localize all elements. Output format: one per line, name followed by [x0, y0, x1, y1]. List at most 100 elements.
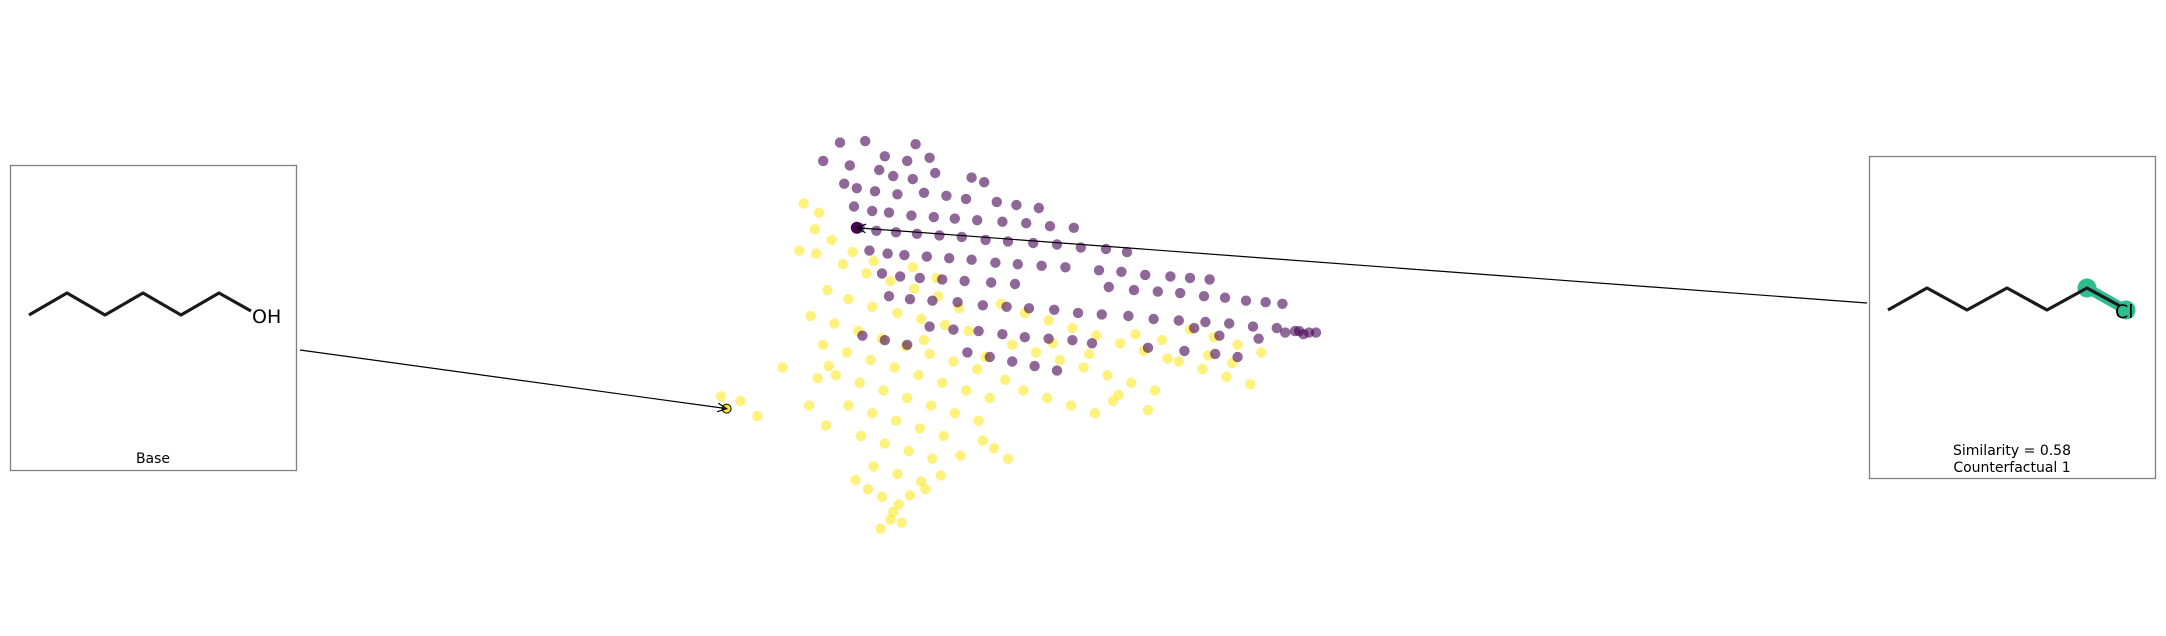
scatter-point-class-0: [1116, 266, 1127, 277]
embedding-scatter: [715, 135, 1322, 534]
scatter-point-class-0: [1173, 315, 1185, 326]
scatter-point-class-0: [839, 178, 850, 189]
base-panel: OH Base: [9, 164, 298, 472]
scatter-point-class-1: [988, 443, 1000, 454]
scatter-point-class-1: [1089, 408, 1101, 419]
scatter-point-class-1: [892, 468, 903, 480]
scatter-point-class-0: [927, 295, 938, 306]
scatter-point-class-0: [899, 249, 910, 261]
scatter-point-class-1: [811, 248, 822, 259]
scatter-point-class-0: [1009, 278, 1021, 290]
scatter-point-class-1: [1197, 363, 1208, 375]
scatter-point-class-0: [1023, 303, 1035, 314]
scatter-point-class-0: [857, 330, 868, 341]
scatter-point-class-0: [1033, 202, 1045, 214]
scatter-point-class-0: [879, 151, 890, 162]
scatter-point-class-0: [1051, 239, 1063, 250]
scatter-point-class-0: [1210, 348, 1221, 360]
scatter-point-class-1: [867, 408, 878, 419]
arrow-line-base: [299, 349, 727, 410]
scatter-point-class-0: [1067, 335, 1078, 346]
scatter-point-class-0: [902, 339, 913, 350]
scatter-point-class-1: [1162, 353, 1173, 364]
scatter-point-class-1: [1002, 453, 1014, 464]
scatter-point-class-0: [966, 172, 977, 183]
arrow-head-counterfactual: [855, 223, 867, 234]
scatter-point-class-1: [876, 491, 888, 502]
scatter-point-class-1: [868, 461, 879, 472]
scatter-point-class-1: [973, 415, 984, 426]
scatter-point-class-1: [913, 370, 924, 381]
scatter-point-class-1: [888, 506, 899, 518]
scatter-point-class-0: [1179, 345, 1190, 357]
scatter-point-class-1: [1130, 329, 1141, 340]
scatter-point-class-1: [804, 400, 815, 411]
scatter-point-class-0: [972, 215, 983, 226]
scatter-point-class-1: [777, 362, 788, 373]
scatter-point-class-0: [980, 234, 991, 246]
scatter-point-class-0: [1100, 243, 1112, 255]
scatter-point-class-1: [1042, 392, 1053, 404]
scatter-point-class-0: [977, 300, 988, 311]
scatter-point-class-1: [1018, 385, 1029, 396]
scatter-point-class-1: [843, 294, 854, 305]
scatter-point-class-1: [984, 392, 995, 404]
scatter-point-class-1: [1142, 405, 1154, 416]
scatter-point-class-0: [1121, 246, 1133, 258]
scatter-point-class-1: [885, 275, 896, 287]
scatter-point-class-0: [874, 164, 885, 176]
scatter-point-class-1: [715, 391, 727, 402]
scatter-point-class-1: [1030, 347, 1042, 358]
scatter-point-class-0: [930, 167, 941, 179]
scatter-point-class-1: [865, 354, 876, 366]
scatter-point-class-1: [878, 385, 889, 396]
scatter-point-class-0: [883, 291, 895, 302]
scatter-point-class-0: [990, 257, 1001, 268]
scatter-point-class-0: [959, 275, 970, 287]
scatter-point-class-1: [861, 268, 872, 279]
scatter-point-class-0: [1247, 321, 1259, 332]
scatter-point-class-0: [1140, 269, 1151, 281]
scatter-point-class-0: [1011, 199, 1022, 211]
scatter-point-class-1: [893, 499, 904, 510]
scatter-point-class-0: [1002, 236, 1014, 247]
scatter-point-class-0: [1123, 310, 1134, 322]
scatter-point-class-0: [1086, 338, 1098, 349]
scatter-point-class-1: [1221, 371, 1232, 382]
scatter-point-class-1: [1114, 338, 1126, 349]
scatter-point-class-0: [1184, 272, 1196, 284]
scatter-point-class-1: [1232, 339, 1243, 350]
scatter-point-class-1: [855, 430, 867, 442]
scatter-point-class-1: [960, 385, 972, 396]
scatter-point-class-0: [1175, 287, 1186, 299]
scatter-point-class-0: [888, 170, 899, 182]
scatter-point-class-0: [1043, 333, 1054, 344]
scatter-point-class-1: [826, 234, 837, 246]
counterfactual-name-caption: Counterfactual 1: [1953, 460, 2070, 476]
scatter-point-class-1: [812, 373, 823, 384]
scatter-point-class-0: [871, 225, 882, 236]
scatter-point-class-0: [924, 321, 935, 332]
scatter-point-class-0: [869, 186, 881, 197]
scatter-point-class-1: [798, 198, 809, 209]
scatter-point-class-1: [892, 307, 903, 319]
scatter-point-class-0: [966, 254, 977, 265]
scatter-point-class-0: [1051, 365, 1063, 376]
scatter-point-class-0: [1189, 322, 1200, 334]
scatter-point-class-1: [830, 370, 841, 381]
scatter-point-class-0: [1224, 318, 1235, 329]
base-caption: Base: [136, 451, 170, 467]
scatter-point-class-1: [1156, 335, 1168, 346]
scatter-point-class-0: [848, 201, 860, 212]
scatter-point-class-0: [1093, 265, 1105, 276]
scatter-point-class-0: [1289, 325, 1301, 337]
scatter-point-class-0: [1019, 332, 1030, 343]
scatter-point-class-0: [949, 213, 960, 224]
scatter-point-class-0: [1103, 281, 1115, 293]
scatter-point-class-0: [906, 210, 917, 221]
scatter-point-class-1: [904, 490, 916, 501]
scatter-point-class-0: [1271, 322, 1283, 334]
scatter-point-class-0: [1020, 218, 1032, 229]
scatter-point-class-1: [939, 319, 951, 331]
